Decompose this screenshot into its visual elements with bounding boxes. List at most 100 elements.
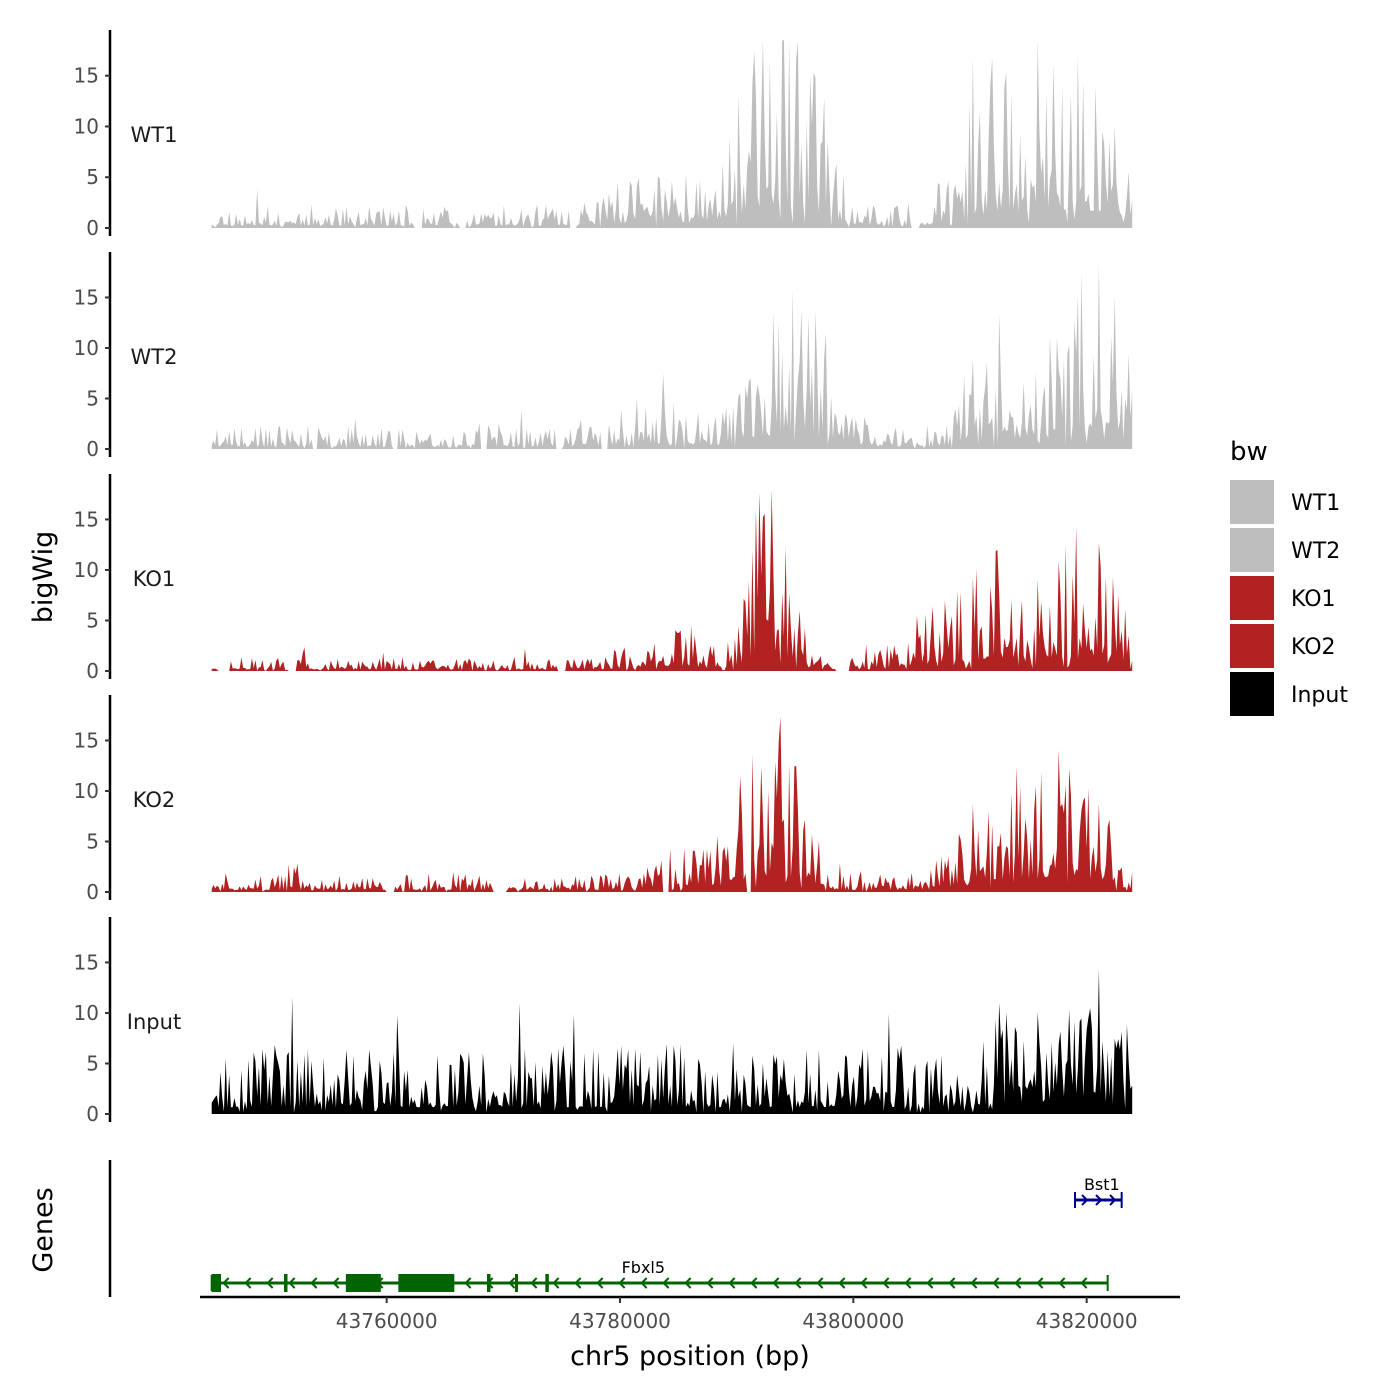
x-axis-title: chr5 position (bp) (570, 1341, 810, 1372)
x-tick-label: 43800000 (802, 1309, 904, 1333)
legend-label-wt1: WT1 (1291, 491, 1340, 516)
y-tick-label: 5 (86, 829, 99, 853)
strand-arrow (904, 1277, 912, 1289)
strand-arrow (794, 1277, 802, 1289)
strand-arrow (640, 1277, 648, 1289)
y-tick-label: 10 (74, 114, 99, 138)
legend-label-ko1: KO1 (1291, 587, 1336, 612)
x-axis: 43760000 43780000 43800000 43820000 (200, 1295, 1180, 1333)
strand-arrow (1036, 1277, 1044, 1289)
strand-arrow (1058, 1277, 1066, 1289)
track-wt2: 0 5 10 15 WT2 (74, 252, 1133, 461)
track-input: 0 5 10 15 Input (74, 917, 1133, 1126)
strand-arrow (1014, 1277, 1022, 1289)
strand-arrow (684, 1277, 692, 1289)
legend-label-wt2: WT2 (1291, 539, 1340, 564)
coverage-tracks: 0 5 10 15 WT1 0 5 10 15 WT2 0 5 10 15 KO1 0 5 10 15 KO2 0 5 10… (74, 30, 1133, 1126)
strand-arrow (992, 1277, 1000, 1289)
legend-swatch-input (1230, 672, 1274, 716)
y-tick-label: 10 (74, 558, 99, 582)
strand-arrow (926, 1277, 934, 1289)
strand-arrow (266, 1277, 274, 1289)
strand-arrow (244, 1277, 252, 1289)
exon (284, 1274, 288, 1292)
exon (487, 1274, 491, 1292)
track-label-ko1: KO1 (133, 567, 176, 591)
strand-arrow (552, 1277, 560, 1289)
gene-fbxl5: Fbxl5 (210, 1258, 1109, 1292)
strand-arrow (596, 1277, 604, 1289)
strand-arrow (574, 1277, 582, 1289)
strand-arrow (222, 1277, 230, 1289)
signal-area-ko1 (211, 490, 1133, 671)
gene-label: Bst1 (1084, 1175, 1120, 1194)
y-tick-label: 15 (74, 728, 99, 752)
y-tick-label: 0 (86, 880, 99, 904)
y-tick-label: 15 (74, 285, 99, 309)
y-axis-title-bigwig: bigWig (28, 531, 59, 624)
genes-panel: Fbxl5 Bst1 (108, 1160, 1123, 1297)
strand-arrow (332, 1277, 340, 1289)
track-ko1: 0 5 10 15 KO1 (74, 474, 1133, 683)
y-tick-label: 5 (86, 165, 99, 189)
track-ko2: 0 5 10 15 KO2 (74, 695, 1133, 904)
legend-swatch-ko1 (1230, 576, 1274, 620)
strand-arrow (1080, 1277, 1088, 1289)
strand-arrow (728, 1277, 736, 1289)
strand-arrow (464, 1277, 472, 1289)
strand-arrow (882, 1277, 890, 1289)
legend-label-input: Input (1291, 683, 1348, 708)
y-tick-label: 15 (74, 950, 99, 974)
legend: bw WT1 WT2 KO1 KO2 Input (1230, 437, 1348, 716)
track-wt1: 0 5 10 15 WT1 (74, 30, 1133, 240)
y-tick-label: 10 (74, 1001, 99, 1025)
track-label-ko2: KO2 (133, 788, 176, 812)
strand-arrow (1109, 1194, 1117, 1206)
strand-arrow (772, 1277, 780, 1289)
exon (398, 1274, 455, 1292)
y-tick-label: 0 (86, 216, 99, 240)
strand-arrow (1095, 1194, 1103, 1206)
y-axis-title-genes: Genes (28, 1187, 59, 1272)
strand-arrow (1081, 1194, 1089, 1206)
y-tick-label: 0 (86, 659, 99, 683)
strand-arrow (750, 1277, 758, 1289)
exon (211, 1274, 221, 1292)
y-tick-label: 10 (74, 336, 99, 360)
y-tick-label: 5 (86, 1051, 99, 1075)
signal-area-wt1 (211, 40, 1133, 229)
legend-label-ko2: KO2 (1291, 635, 1336, 660)
y-tick-label: 0 (86, 1102, 99, 1126)
signal-area-wt2 (211, 262, 1133, 449)
x-tick-label: 43780000 (569, 1309, 671, 1333)
strand-arrow (618, 1277, 626, 1289)
signal-area-ko2 (211, 716, 1133, 892)
y-tick-label: 5 (86, 386, 99, 410)
y-tick-label: 15 (74, 507, 99, 531)
legend-swatch-ko2 (1230, 624, 1274, 668)
legend-title: bw (1230, 437, 1268, 467)
x-tick-label: 43820000 (1036, 1309, 1138, 1333)
exon (545, 1274, 549, 1292)
gene-bst1: Bst1 (1074, 1175, 1123, 1208)
strand-arrow (948, 1277, 956, 1289)
gene-label: Fbxl5 (622, 1258, 665, 1277)
strand-arrow (508, 1277, 516, 1289)
strand-arrow (662, 1277, 670, 1289)
strand-arrow (530, 1277, 538, 1289)
y-tick-label: 5 (86, 608, 99, 632)
strand-arrow (706, 1277, 714, 1289)
strand-arrow (310, 1277, 318, 1289)
strand-arrow (970, 1277, 978, 1289)
strand-arrow (288, 1277, 296, 1289)
legend-swatch-wt1 (1230, 480, 1274, 524)
strand-arrow (838, 1277, 846, 1289)
track-label-wt2: WT2 (131, 345, 178, 369)
track-label-wt1: WT1 (131, 123, 178, 147)
strand-arrow (860, 1277, 868, 1289)
legend-swatch-wt2 (1230, 528, 1274, 572)
x-tick-label: 43760000 (336, 1309, 438, 1333)
y-tick-label: 10 (74, 779, 99, 803)
strand-arrow (816, 1277, 824, 1289)
signal-area-input (211, 968, 1133, 1114)
